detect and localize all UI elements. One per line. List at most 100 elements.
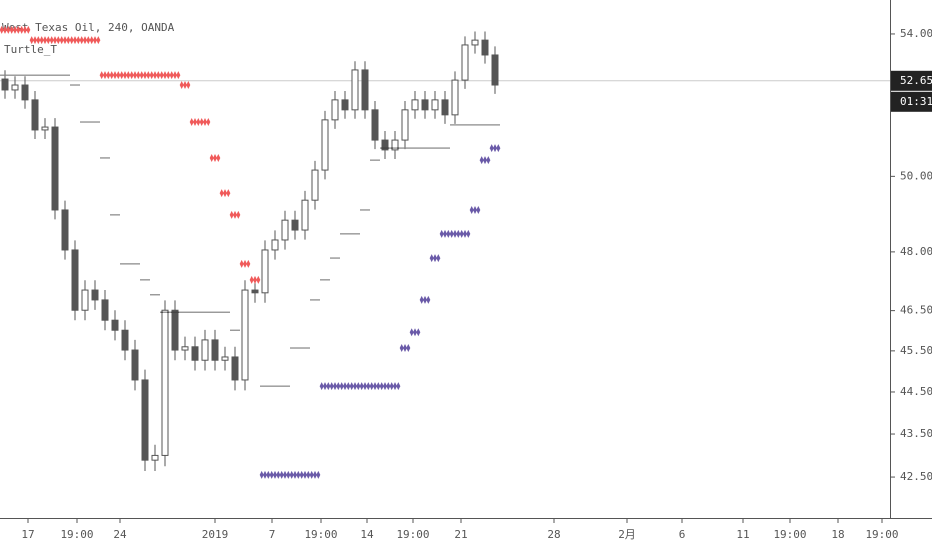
marker-diamond — [289, 470, 294, 479]
marker-diamond — [359, 382, 364, 391]
marker-diamond — [136, 71, 141, 80]
marker-diamond — [29, 36, 34, 45]
marker-diamond — [179, 81, 184, 90]
marker-dot — [0, 74, 2, 76]
candle-body — [311, 169, 319, 201]
marker-diamond — [269, 470, 274, 479]
marker-diamond — [26, 25, 31, 34]
marker-diamond — [236, 210, 241, 219]
marker-dot — [494, 124, 496, 126]
marker-dot — [498, 124, 500, 126]
marker-dot — [368, 209, 370, 211]
marker-dot — [404, 147, 406, 149]
marker-dot — [324, 279, 326, 281]
candle-body — [241, 289, 249, 381]
marker-dot — [162, 311, 164, 313]
marker-dot — [478, 124, 480, 126]
marker-dot — [468, 124, 470, 126]
marker-diamond — [229, 210, 234, 219]
marker-dot — [308, 347, 310, 349]
candle-body — [401, 109, 409, 141]
marker-diamond — [226, 189, 231, 198]
candle-body — [181, 346, 189, 351]
candle-body — [121, 329, 129, 351]
marker-dot — [356, 233, 358, 235]
marker-dot — [54, 74, 56, 76]
marker-diamond — [176, 71, 181, 80]
marker-dot — [38, 74, 40, 76]
chart-title: West Texas Oil, 240, OANDA — [2, 21, 175, 34]
marker-diamond — [429, 254, 434, 263]
y-tick-label: 54.0000 — [900, 27, 932, 40]
marker-dot — [140, 279, 142, 281]
marker-diamond — [493, 144, 497, 153]
marker-dot — [460, 124, 462, 126]
marker-dot — [326, 279, 328, 281]
marker-dot — [272, 385, 274, 387]
marker-diamond — [103, 71, 107, 80]
marker-diamond — [453, 229, 457, 238]
marker-diamond — [489, 144, 494, 153]
marker-dot — [426, 147, 428, 149]
marker-dot — [132, 263, 134, 265]
marker-dot — [222, 311, 224, 313]
marker-dot — [444, 147, 446, 149]
marker-diamond — [266, 470, 271, 479]
marker-dot — [474, 124, 476, 126]
marker-diamond — [463, 229, 467, 238]
marker-diamond — [286, 470, 291, 479]
marker-diamond — [346, 382, 351, 391]
marker-diamond — [326, 382, 331, 391]
marker-dot — [400, 147, 402, 149]
marker-dot — [456, 124, 458, 126]
marker-dot — [416, 147, 418, 149]
marker-dot — [238, 329, 240, 331]
marker-dot — [484, 124, 486, 126]
marker-diamond — [206, 118, 211, 127]
marker-dot — [296, 347, 298, 349]
marker-dot — [158, 294, 160, 296]
marker-dot — [118, 214, 120, 216]
candle-body — [101, 299, 109, 321]
marker-diamond — [363, 382, 367, 391]
marker-dot — [390, 147, 392, 149]
marker-dot — [354, 233, 356, 235]
marker-dot — [130, 263, 132, 265]
marker-diamond — [283, 470, 287, 479]
marker-dot — [448, 147, 450, 149]
marker-diamond — [119, 71, 124, 80]
candle-body — [351, 69, 359, 111]
marker-dot — [96, 121, 98, 123]
marker-dot — [102, 157, 104, 159]
marker-dot — [434, 147, 436, 149]
candle-body — [431, 99, 439, 111]
marker-diamond — [3, 25, 7, 34]
marker-dot — [452, 124, 454, 126]
candle-body — [391, 139, 399, 151]
marker-dot — [428, 147, 430, 149]
marker-dot — [148, 279, 150, 281]
marker-diamond — [379, 382, 384, 391]
marker-diamond — [33, 36, 37, 45]
marker-dot — [278, 385, 280, 387]
marker-dot — [284, 385, 286, 387]
marker-diamond — [323, 382, 327, 391]
marker-diamond — [19, 25, 24, 34]
marker-dot — [136, 263, 138, 265]
marker-diamond — [449, 229, 454, 238]
marker-diamond — [43, 36, 47, 45]
marker-dot — [274, 385, 276, 387]
marker-diamond — [339, 382, 344, 391]
marker-dot — [178, 311, 180, 313]
marker-diamond — [186, 81, 191, 90]
marker-dot — [234, 329, 236, 331]
marker-diamond — [203, 118, 207, 127]
marker-dot — [74, 84, 76, 86]
marker-dot — [480, 124, 482, 126]
marker-dot — [226, 311, 228, 313]
indicator-name: Turtle_T — [4, 43, 57, 56]
marker-diamond — [163, 71, 167, 80]
marker-dot — [476, 124, 478, 126]
marker-diamond — [243, 259, 247, 268]
